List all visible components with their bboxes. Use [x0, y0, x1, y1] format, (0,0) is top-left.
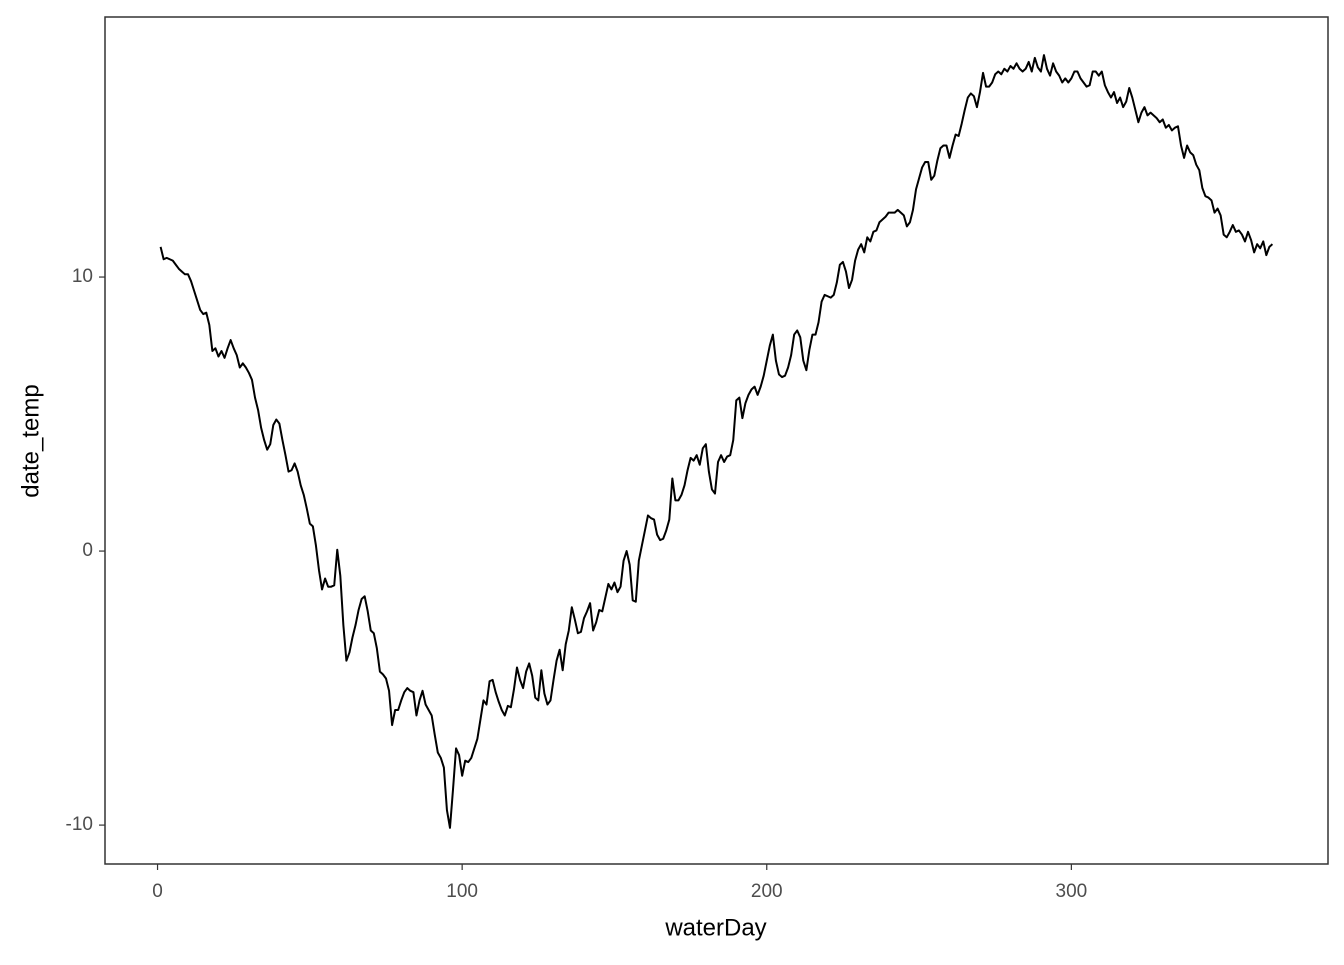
- y-tick-label: 10: [72, 266, 93, 287]
- panel-border: [104, 16, 1329, 865]
- y-tick-label: -10: [66, 814, 93, 835]
- y-axis-title: date_temp: [17, 384, 44, 497]
- x-tick-label: 300: [1056, 881, 1088, 902]
- x-tick-label: 100: [446, 881, 478, 902]
- x-axis-title: waterDay: [664, 914, 766, 941]
- data-line: [159, 54, 1274, 829]
- x-tick-label: 0: [152, 881, 163, 902]
- panel-background: [105, 17, 1328, 864]
- x-tick-label: 200: [751, 881, 783, 902]
- y-tick-label: 0: [82, 540, 93, 561]
